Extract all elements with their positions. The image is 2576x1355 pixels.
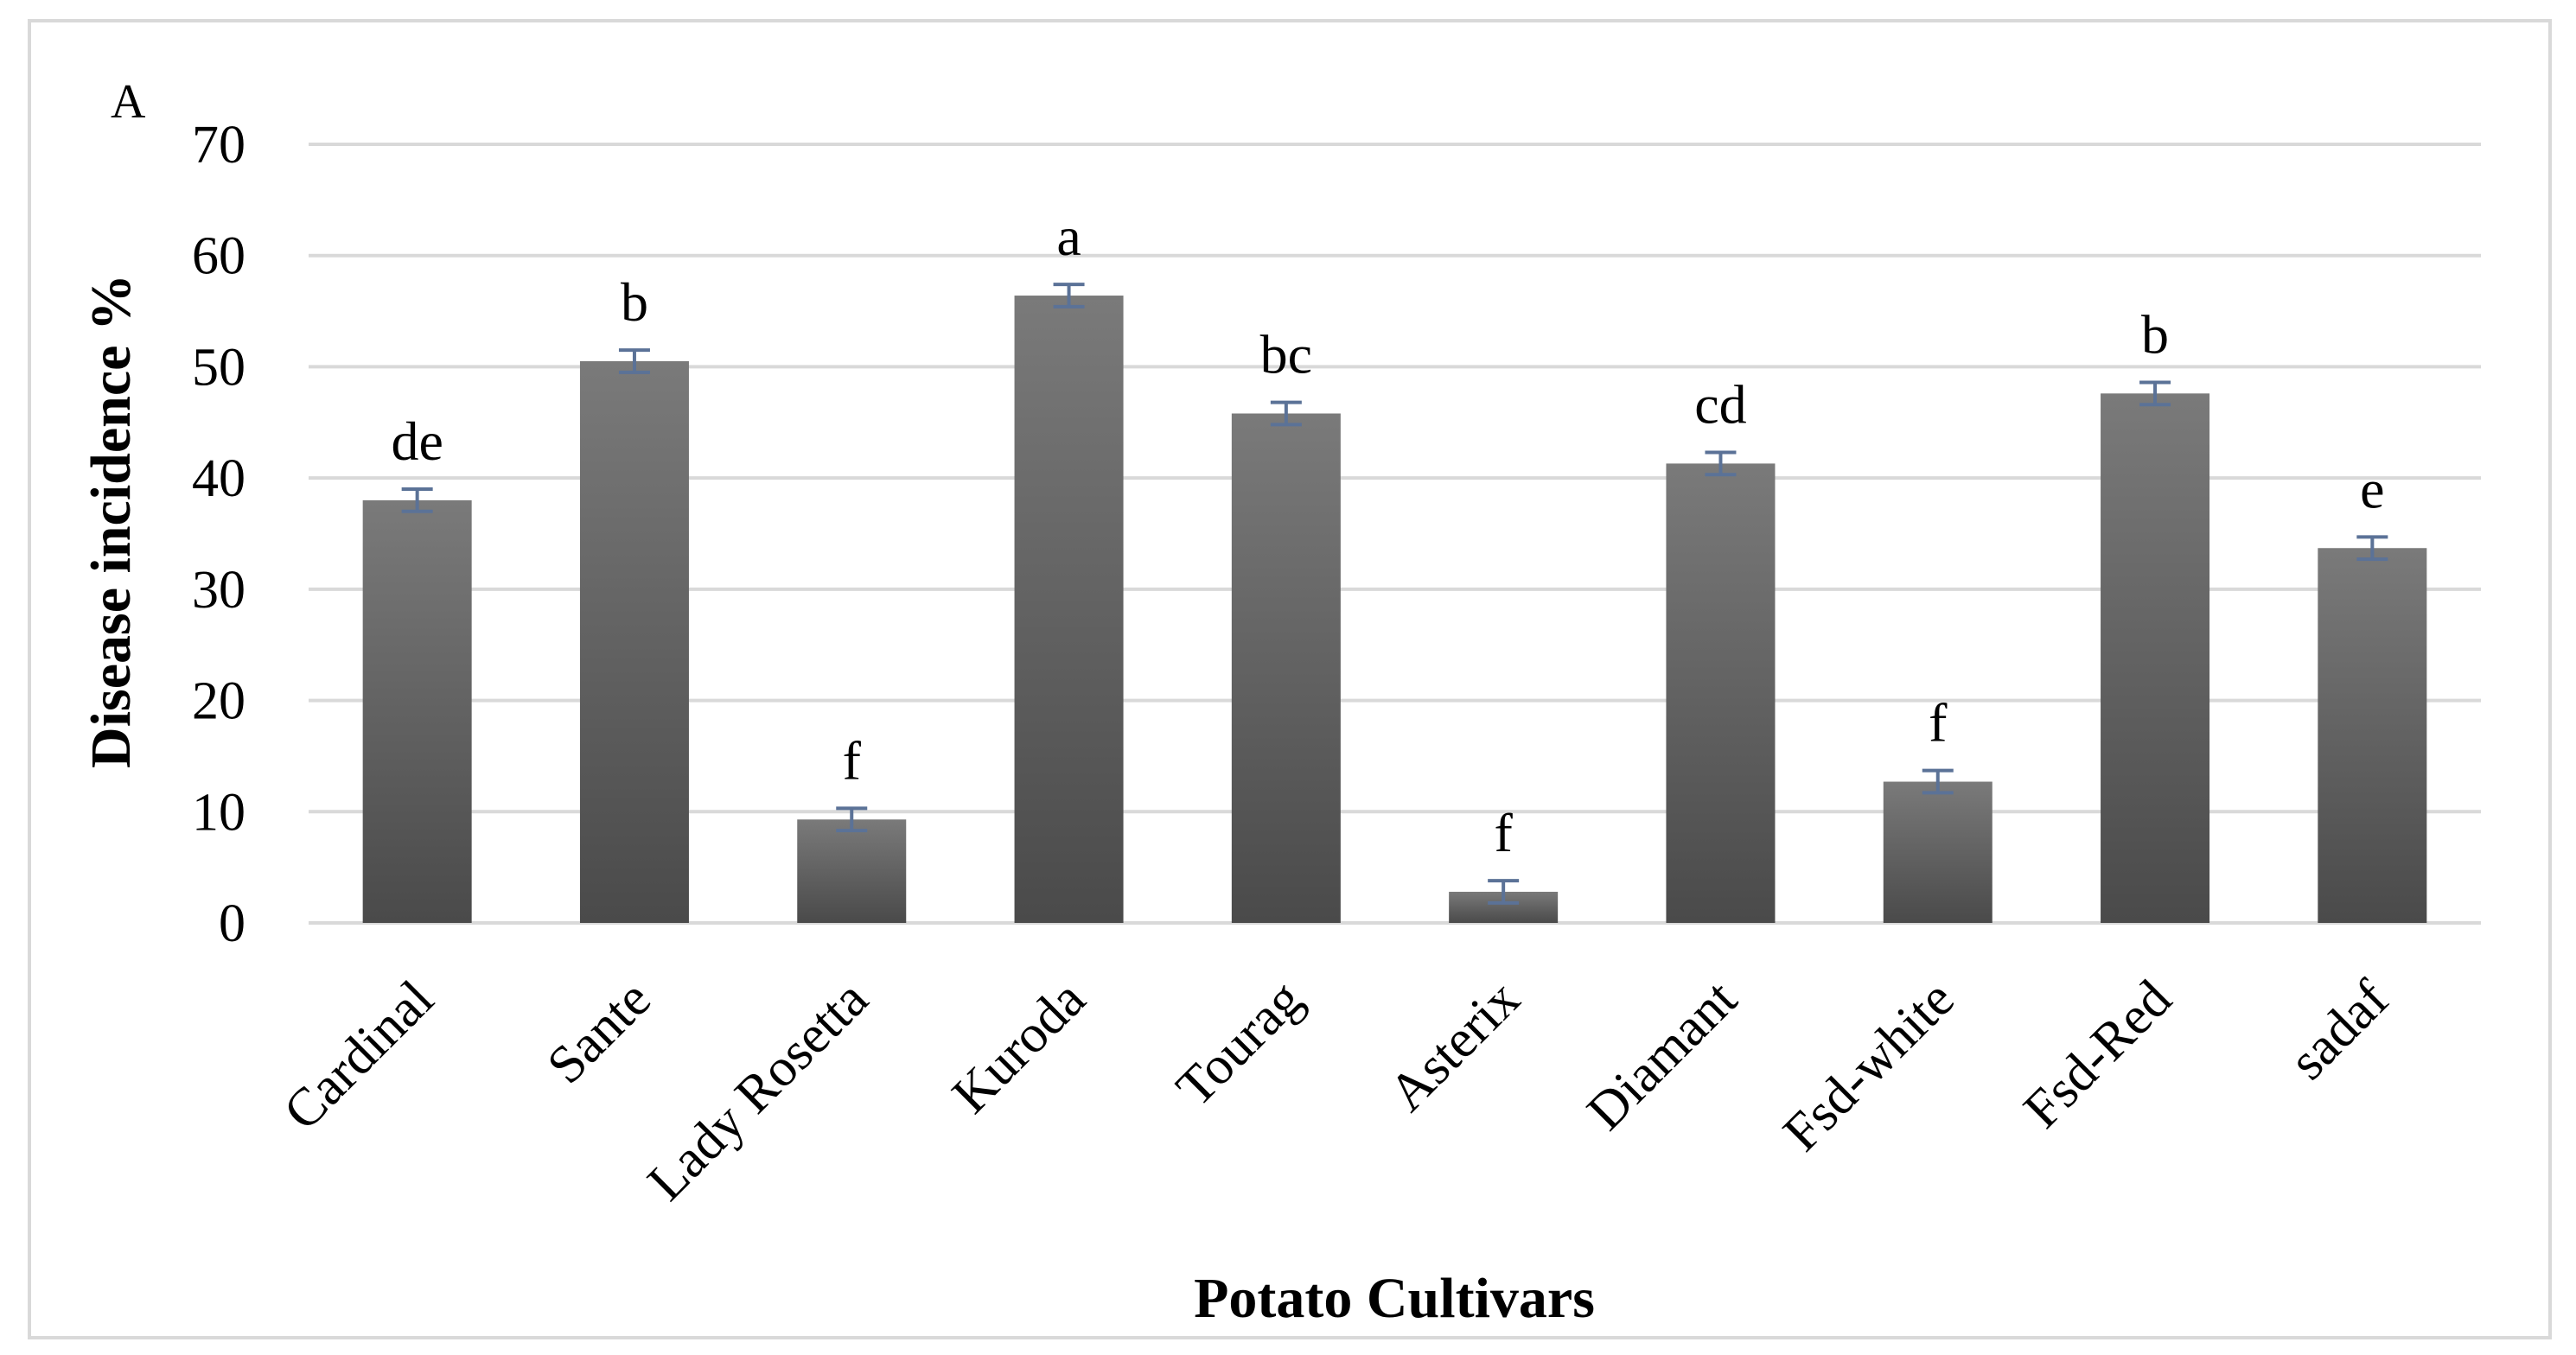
bar: [1883, 781, 1993, 923]
bar: [2318, 548, 2427, 923]
significance-letter: f: [1929, 692, 1948, 754]
y-tick-label: 40: [192, 449, 245, 508]
error-bar: [1270, 400, 1302, 427]
bar: [362, 499, 472, 923]
error-bar: [1922, 768, 1954, 795]
error-bar: [2356, 535, 2388, 562]
y-tick-labels: 0 10 20 30 40 50 60 70: [192, 116, 245, 953]
panel-label: A: [111, 75, 146, 129]
significance-letter: de: [391, 410, 443, 472]
error-bar: [618, 348, 650, 374]
bar: [1014, 296, 1124, 924]
error-bar: [1053, 283, 1085, 309]
error-bar: [1488, 879, 1520, 905]
bar: [1666, 463, 1776, 923]
x-tick-label: Sante: [536, 970, 661, 1095]
x-axis-title: Potato Cultivars: [1194, 1267, 1595, 1330]
y-axis-title: Disease incidence %: [80, 274, 143, 768]
significance-letter: cd: [1694, 374, 1746, 436]
x-tick-label: Tourag: [1165, 970, 1314, 1118]
error-bar: [2139, 380, 2171, 407]
y-tick-label: 20: [192, 672, 245, 731]
x-tick-label: Fsd-white: [1772, 970, 1965, 1162]
y-tick-label: 50: [192, 338, 245, 397]
y-tick-label: 30: [192, 561, 245, 620]
x-tick-label: Lady Rosetta: [637, 970, 880, 1212]
error-bar: [1705, 450, 1737, 477]
bar: [2101, 393, 2210, 923]
x-tick-label: Kuroda: [941, 970, 1097, 1125]
significance-letter: f: [843, 729, 862, 791]
significance-letter: b: [621, 271, 648, 333]
significance-letter: e: [2360, 458, 2384, 519]
error-bar: [836, 806, 868, 833]
bar: [1231, 413, 1341, 923]
y-tick-label: 10: [192, 783, 245, 842]
bar: [797, 819, 907, 923]
error-bars: [401, 283, 2388, 905]
x-tick-label: sadaf: [2279, 970, 2401, 1091]
x-tick-label: Diamant: [1576, 970, 1748, 1142]
significance-letter: a: [1056, 206, 1081, 267]
bar: [579, 360, 689, 923]
x-tick-label: Asterix: [1378, 970, 1531, 1123]
significance-letter: b: [2141, 303, 2169, 365]
y-tick-label: 0: [219, 894, 245, 953]
y-tick-label: 70: [192, 116, 245, 175]
error-bar: [401, 487, 433, 513]
y-tick-label: 60: [192, 227, 245, 286]
bars: [362, 296, 2427, 924]
significance-letter: bc: [1260, 324, 1312, 385]
significance-letter: f: [1494, 802, 1513, 863]
significance-letters: de b f a bc f cd f b e: [391, 206, 2384, 863]
x-tick-label: Cardinal: [272, 970, 444, 1142]
x-tick-label: Fsd-Red: [2012, 970, 2183, 1140]
